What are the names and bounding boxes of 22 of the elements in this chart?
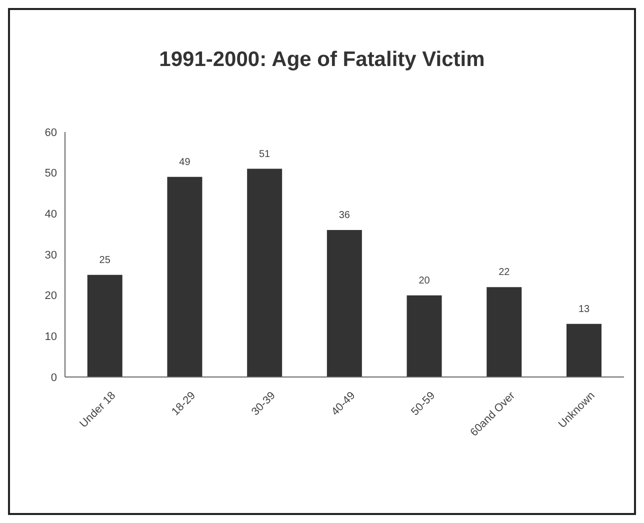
data-label: 13 [578, 304, 590, 315]
bar [247, 168, 282, 377]
y-tick-label: 10 [44, 331, 57, 344]
y-tick-label: 60 [44, 126, 57, 139]
y-tick-label: 40 [44, 208, 57, 221]
bar [326, 230, 362, 377]
bar [87, 274, 122, 377]
y-tick-label: 20 [44, 290, 57, 302]
bar [566, 324, 602, 377]
bar [167, 176, 202, 377]
data-label: 25 [99, 254, 111, 266]
data-label: 51 [259, 148, 271, 160]
bar [406, 295, 442, 377]
data-label: 20 [418, 275, 430, 286]
data-label: 49 [179, 156, 191, 168]
chart-title: 1991-2000: Age of Fatality Victim [158, 48, 486, 72]
bar [486, 287, 522, 377]
y-tick-label: 0 [50, 372, 57, 384]
data-label: 22 [498, 267, 510, 278]
y-tick-label: 30 [44, 249, 57, 262]
y-tick-label: 50 [44, 168, 57, 180]
data-label: 36 [338, 210, 350, 221]
